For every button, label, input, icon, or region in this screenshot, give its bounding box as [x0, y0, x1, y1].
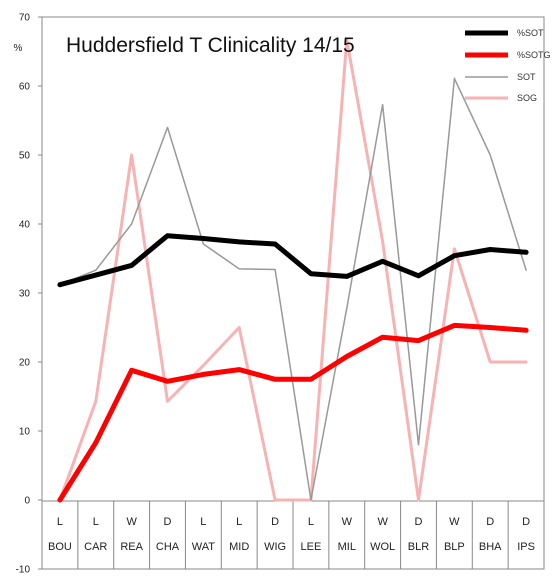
x-tick-label: WAT [192, 541, 215, 553]
x-result-label: D [164, 516, 172, 528]
x-tick-label: REA [120, 541, 143, 553]
x-tick-label: BLR [408, 541, 429, 553]
y-axis-label: % [14, 43, 23, 54]
x-tick-label: IPS [517, 541, 535, 553]
x-result-label: D [271, 516, 279, 528]
x-tick-label: LEE [301, 541, 322, 553]
y-tick-label: -10 [16, 565, 31, 576]
x-result-label: D [486, 516, 494, 528]
x-tick-label: MIL [338, 541, 356, 553]
legend-label: %SOTG [517, 50, 551, 60]
series-line-sog [58, 38, 528, 502]
legend: %SOT %SOTG SOT SOG [465, 28, 551, 103]
y-axis: -10 0 10 20 30 40 50 60 70 [16, 13, 43, 576]
x-result-label: L [200, 516, 206, 528]
y-tick-label: 60 [19, 82, 31, 93]
series-line-pct-sotg [57, 322, 529, 503]
x-tick-label: CAR [84, 541, 107, 553]
y-tick-label: 20 [19, 358, 31, 369]
x-tick-label: CHA [156, 541, 180, 553]
x-result-label: L [57, 516, 63, 528]
x-tick-label: BHA [479, 541, 502, 553]
x-result-label: W [377, 516, 388, 528]
x-axis-table: L BOU L CAR W REA D CHA L WAT L MID D WIG L LEE W MIL W WOL… [41, 500, 545, 569]
legend-label: %SOT [517, 28, 544, 38]
x-result-label: D [415, 516, 423, 528]
y-tick-label: 10 [19, 427, 31, 438]
x-result-label: W [449, 516, 460, 528]
x-result-label: L [236, 516, 242, 528]
legend-label: SOG [517, 93, 537, 103]
x-result-label: L [93, 516, 99, 528]
legend-label: SOT [517, 72, 536, 82]
series-line-sot [59, 77, 527, 501]
series-line-pct-sot [57, 233, 529, 288]
y-tick-label: 40 [19, 220, 31, 231]
x-result-label: D [522, 516, 530, 528]
x-tick-label: BLP [444, 541, 465, 553]
y-tick-label: 30 [19, 289, 31, 300]
x-result-label: L [308, 516, 314, 528]
y-tick-label: 0 [24, 496, 30, 507]
x-tick-label: MID [229, 541, 249, 553]
x-tick-label: WOL [370, 541, 395, 553]
x-result-label: W [342, 516, 353, 528]
y-tick-label: 70 [19, 13, 31, 24]
x-result-label: W [126, 516, 137, 528]
chart-title: Huddersfield T Clinicality 14/15 [66, 34, 355, 57]
x-tick-label: WIG [264, 541, 286, 553]
y-tick-label: 50 [19, 151, 31, 162]
series-lines [57, 38, 529, 503]
x-tick-label: BOU [48, 541, 72, 553]
